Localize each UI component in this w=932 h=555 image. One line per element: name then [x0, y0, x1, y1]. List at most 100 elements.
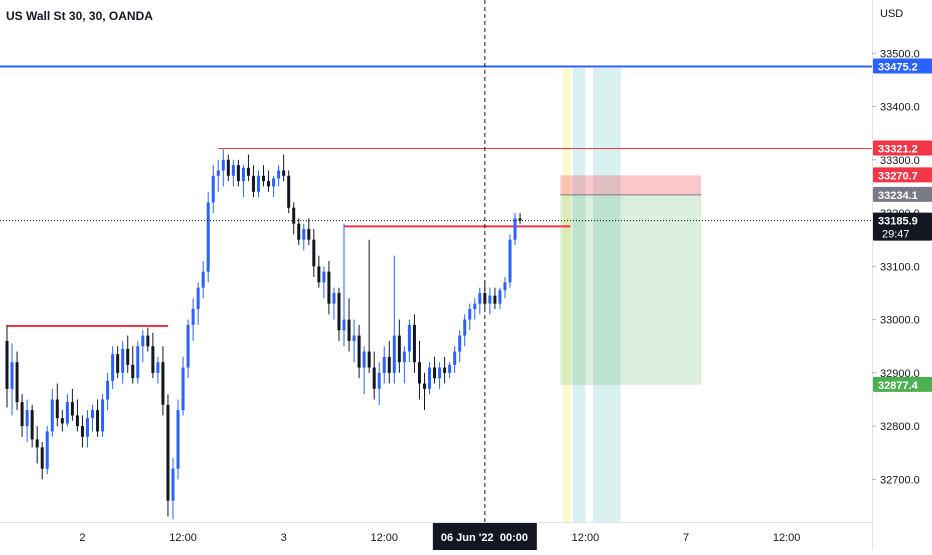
- candle[interactable]: [428, 362, 432, 395]
- candle[interactable]: [312, 229, 316, 277]
- candle[interactable]: [503, 276, 507, 299]
- candle[interactable]: [422, 372, 426, 411]
- candle[interactable]: [176, 399, 180, 480]
- candle[interactable]: [216, 159, 220, 192]
- candle[interactable]: [221, 149, 225, 187]
- candle[interactable]: [231, 159, 235, 187]
- candle[interactable]: [196, 282, 200, 325]
- candle[interactable]: [342, 223, 346, 347]
- candle[interactable]: [181, 356, 185, 416]
- candle[interactable]: [453, 346, 457, 373]
- candle[interactable]: [206, 191, 210, 283]
- candle[interactable]: [131, 346, 135, 384]
- candle[interactable]: [257, 170, 260, 198]
- candle[interactable]: [101, 394, 105, 437]
- candle[interactable]: [141, 330, 145, 363]
- candle[interactable]: [85, 410, 89, 448]
- candle[interactable]: [448, 362, 452, 379]
- candle[interactable]: [387, 340, 391, 384]
- candle[interactable]: [161, 346, 165, 416]
- candle[interactable]: [151, 332, 155, 379]
- candle[interactable]: [241, 165, 245, 198]
- candle[interactable]: [45, 426, 49, 475]
- candle[interactable]: [91, 404, 95, 432]
- candle[interactable]: [40, 442, 44, 480]
- candle[interactable]: [65, 394, 69, 427]
- candle[interactable]: [412, 314, 416, 373]
- candle[interactable]: [332, 287, 336, 320]
- candle[interactable]: [226, 154, 230, 182]
- candle[interactable]: [292, 202, 296, 235]
- candle[interactable]: [322, 266, 326, 299]
- candle[interactable]: [513, 213, 517, 246]
- candle[interactable]: [20, 394, 24, 437]
- candle[interactable]: [70, 388, 74, 421]
- candle[interactable]: [60, 410, 64, 432]
- candle[interactable]: [382, 346, 386, 384]
- candle[interactable]: [367, 239, 371, 373]
- position-target-zone[interactable]: [560, 194, 702, 385]
- candle[interactable]: [201, 261, 205, 299]
- candle[interactable]: [272, 175, 276, 198]
- candle[interactable]: [211, 165, 215, 214]
- candle[interactable]: [417, 340, 421, 400]
- candle[interactable]: [377, 362, 381, 405]
- candle[interactable]: [262, 165, 266, 187]
- candle[interactable]: [438, 362, 442, 389]
- candle[interactable]: [372, 351, 376, 400]
- candle[interactable]: [433, 356, 437, 384]
- candle[interactable]: [25, 399, 29, 443]
- candle[interactable]: [30, 404, 34, 448]
- candle[interactable]: [337, 287, 341, 341]
- candle[interactable]: [302, 223, 306, 251]
- candle[interactable]: [111, 346, 115, 389]
- candle[interactable]: [458, 330, 462, 363]
- candle[interactable]: [236, 159, 240, 187]
- candle[interactable]: [347, 298, 351, 352]
- candle[interactable]: [186, 319, 190, 379]
- candle[interactable]: [307, 218, 311, 246]
- candle[interactable]: [50, 388, 54, 437]
- candle[interactable]: [352, 319, 356, 363]
- candle[interactable]: [357, 324, 361, 379]
- candle[interactable]: [473, 298, 477, 320]
- candle[interactable]: [498, 287, 502, 309]
- candle[interactable]: [287, 170, 291, 214]
- candle[interactable]: [251, 165, 255, 198]
- plot-area[interactable]: [0, 0, 872, 522]
- candle[interactable]: [116, 346, 120, 379]
- candle[interactable]: [402, 346, 406, 384]
- candle[interactable]: [488, 287, 492, 315]
- candle[interactable]: [478, 287, 482, 315]
- candle[interactable]: [443, 356, 447, 384]
- candle[interactable]: [267, 170, 271, 192]
- candle[interactable]: [35, 426, 39, 464]
- candle[interactable]: [75, 399, 79, 432]
- candle[interactable]: [136, 340, 140, 384]
- candle[interactable]: [392, 255, 396, 384]
- candle[interactable]: [80, 415, 84, 448]
- candle[interactable]: [327, 261, 331, 315]
- candle[interactable]: [518, 213, 522, 224]
- candle[interactable]: [191, 298, 195, 341]
- candle[interactable]: [15, 351, 19, 411]
- candle[interactable]: [121, 340, 125, 384]
- candle[interactable]: [297, 218, 301, 246]
- candle[interactable]: [508, 234, 512, 288]
- candle[interactable]: [156, 356, 160, 384]
- candle[interactable]: [246, 154, 250, 182]
- candle[interactable]: [126, 335, 130, 373]
- candle[interactable]: [463, 314, 467, 347]
- candle[interactable]: [407, 319, 411, 363]
- candle[interactable]: [277, 165, 281, 187]
- candle[interactable]: [106, 372, 110, 411]
- candle[interactable]: [397, 319, 401, 373]
- candle[interactable]: [146, 327, 150, 352]
- position-stop-zone[interactable]: [560, 175, 702, 195]
- candle[interactable]: [282, 154, 286, 182]
- candle[interactable]: [5, 324, 9, 408]
- candle[interactable]: [55, 383, 59, 427]
- candle[interactable]: [166, 394, 170, 517]
